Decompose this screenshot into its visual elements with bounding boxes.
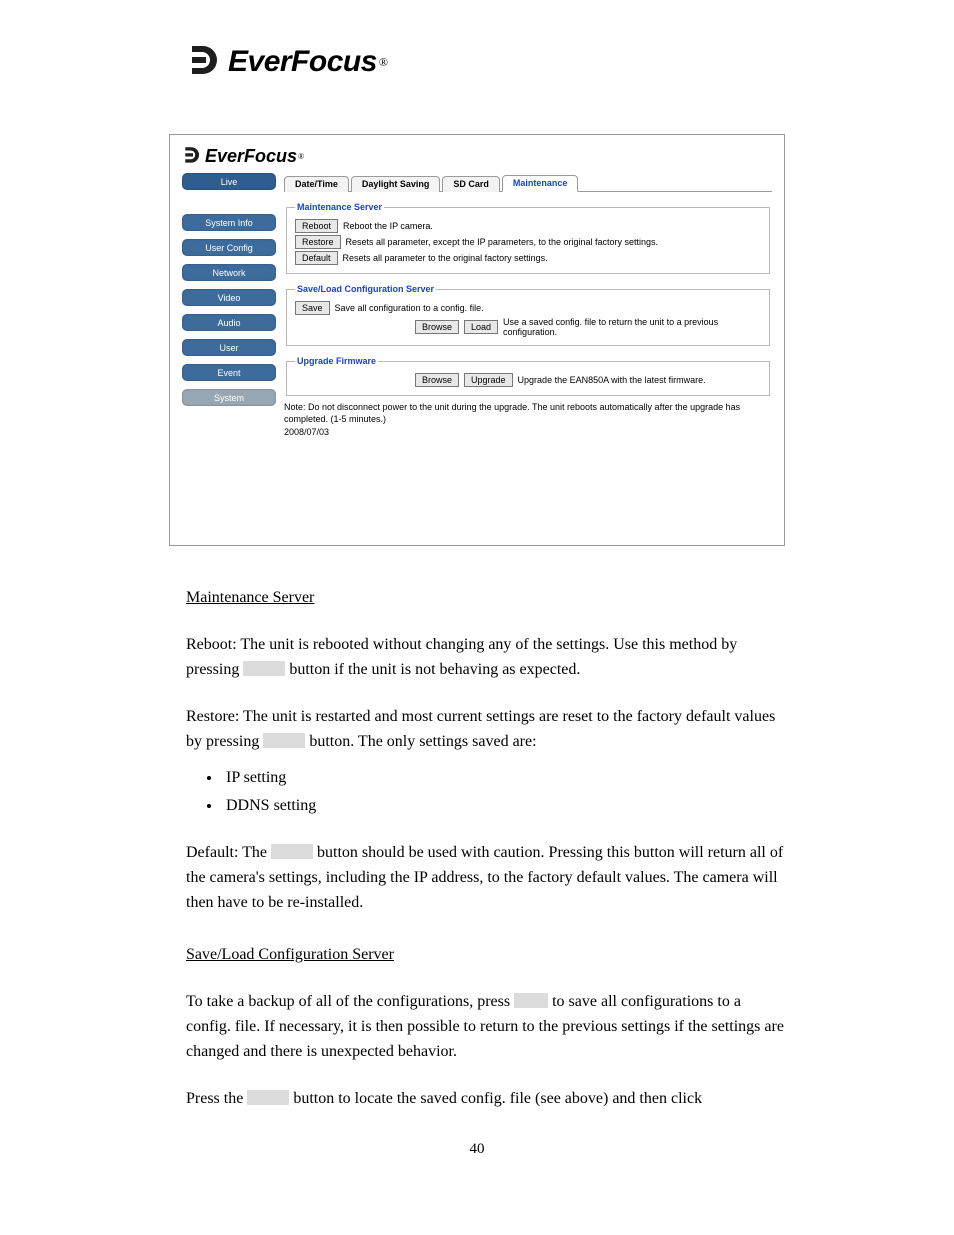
save-desc: Save all configuration to a config. file… [335, 303, 484, 313]
press-text-a: Press the [186, 1090, 247, 1107]
config-screenshot: EverFocus ® Live System Info User Config… [169, 134, 785, 546]
maintenance-server-heading: Maintenance Server [186, 589, 314, 606]
sidebar-spacer [182, 198, 276, 206]
load-desc: Use a saved config. file to return the u… [503, 317, 761, 337]
upgrade-desc: Upgrade the EAN850A with the latest firm… [518, 375, 706, 385]
sidebar-item-user-config[interactable]: User Config [182, 239, 276, 256]
screenshot-logo: EverFocus ® [182, 145, 772, 167]
save-load-legend: Save/Load Configuration Server [295, 284, 436, 294]
page-number: 40 [0, 1141, 954, 1158]
screenshot-bottom-space [284, 437, 772, 527]
restore-placeholder-button [263, 733, 305, 748]
sidebar-item-network[interactable]: Network [182, 264, 276, 281]
document-text: Maintenance Server Reboot: The unit is r… [186, 586, 786, 1111]
reboot-row: Reboot Reboot the IP camera. [295, 219, 761, 233]
sidebar-item-user[interactable]: User [182, 339, 276, 356]
upgrade-button[interactable]: Upgrade [464, 373, 513, 387]
press-text-b: button to locate the saved config. file … [293, 1090, 702, 1107]
default-desc: Resets all parameter to the original fac… [343, 253, 548, 263]
everfocus-mark-icon [186, 42, 226, 82]
brand-registered: ® [379, 55, 388, 70]
tab-sd-card[interactable]: SD Card [442, 176, 500, 192]
tab-bar: Date/Time Daylight Saving SD Card Mainte… [284, 173, 772, 192]
tab-maintenance[interactable]: Maintenance [502, 175, 579, 192]
restore-text-b: button. The only settings saved are: [309, 733, 536, 750]
upgrade-firmware-fieldset: Upgrade Firmware Browse Upgrade Upgrade … [286, 356, 770, 396]
load-row: Browse Load Use a saved config. file to … [295, 317, 761, 337]
sidebar: Live System Info User Config Network Vid… [182, 173, 276, 527]
list-item: DDNS setting [222, 794, 786, 819]
default-placeholder-button [271, 844, 313, 859]
maintenance-server-legend: Maintenance Server [295, 202, 384, 212]
restore-button[interactable]: Restore [295, 235, 341, 249]
sidebar-item-event[interactable]: Event [182, 364, 276, 381]
upgrade-row: Browse Upgrade Upgrade the EAN850A with … [295, 373, 761, 387]
firmware-date: 2008/07/03 [284, 427, 772, 437]
saved-settings-list: IP setting DDNS setting [186, 766, 786, 819]
sidebar-item-video[interactable]: Video [182, 289, 276, 306]
screenshot-brand-name: EverFocus [205, 146, 297, 167]
sidebar-item-live[interactable]: Live [182, 173, 276, 190]
sidebar-item-system[interactable]: System [182, 389, 276, 406]
brand-name: EverFocus [228, 45, 377, 79]
default-row: Default Resets all parameter to the orig… [295, 251, 761, 265]
upgrade-firmware-legend: Upgrade Firmware [295, 356, 378, 366]
tab-daylight-saving[interactable]: Daylight Saving [351, 176, 441, 192]
screenshot-body: Live System Info User Config Network Vid… [182, 173, 772, 527]
sidebar-item-audio[interactable]: Audio [182, 314, 276, 331]
default-text-a: Default: The [186, 844, 271, 861]
save-button[interactable]: Save [295, 301, 330, 315]
browse-placeholder-button [247, 1090, 289, 1105]
reboot-placeholder-button [243, 661, 285, 676]
backup-text-a: To take a backup of all of the configura… [186, 993, 514, 1010]
restore-row: Restore Resets all parameter, except the… [295, 235, 761, 249]
sidebar-item-system-info[interactable]: System Info [182, 214, 276, 231]
tab-date-time[interactable]: Date/Time [284, 176, 349, 192]
reboot-text-b: button if the unit is not behaving as ex… [289, 661, 580, 678]
list-item: IP setting [222, 766, 786, 791]
save-load-heading: Save/Load Configuration Server [186, 946, 394, 963]
reboot-button[interactable]: Reboot [295, 219, 338, 233]
save-load-fieldset: Save/Load Configuration Server Save Save… [286, 284, 770, 346]
main-panel: Date/Time Daylight Saving SD Card Mainte… [284, 173, 772, 527]
save-placeholder-button [514, 993, 548, 1008]
save-row: Save Save all configuration to a config.… [295, 301, 761, 315]
default-button[interactable]: Default [295, 251, 338, 265]
everfocus-mark-icon [182, 145, 204, 167]
load-button[interactable]: Load [464, 320, 498, 334]
upgrade-browse-button[interactable]: Browse [415, 373, 459, 387]
page: EverFocus ® EverFocus ® Live System Info… [0, 0, 954, 1235]
header-logo: EverFocus ® [186, 40, 954, 84]
restore-desc: Resets all parameter, except the IP para… [346, 237, 659, 247]
upgrade-note: Note: Do not disconnect power to the uni… [284, 402, 772, 425]
screenshot-brand-registered: ® [298, 152, 304, 161]
reboot-desc: Reboot the IP camera. [343, 221, 433, 231]
maintenance-server-fieldset: Maintenance Server Reboot Reboot the IP … [286, 202, 770, 274]
browse-button[interactable]: Browse [415, 320, 459, 334]
